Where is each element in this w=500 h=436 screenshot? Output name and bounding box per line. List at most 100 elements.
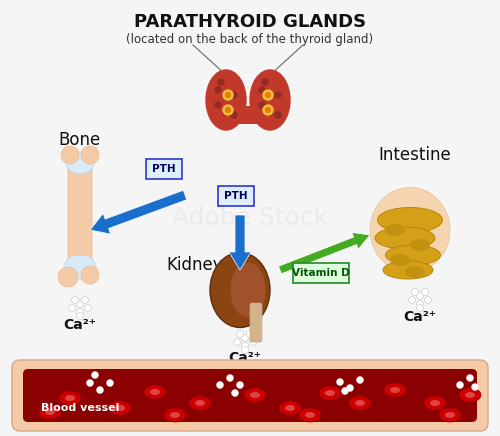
Circle shape (236, 330, 244, 337)
FancyBboxPatch shape (250, 303, 262, 342)
Ellipse shape (150, 389, 160, 395)
Circle shape (223, 105, 233, 115)
Circle shape (84, 304, 91, 311)
FancyBboxPatch shape (218, 186, 254, 206)
Ellipse shape (430, 400, 440, 406)
Circle shape (215, 87, 221, 93)
Text: PTH: PTH (152, 164, 176, 174)
Circle shape (61, 146, 79, 164)
Ellipse shape (64, 255, 96, 279)
Text: Adobe Stock: Adobe Stock (172, 206, 328, 230)
Circle shape (266, 92, 270, 98)
Circle shape (416, 293, 424, 300)
Circle shape (263, 105, 273, 115)
Text: Ca²⁺: Ca²⁺ (404, 310, 436, 324)
Ellipse shape (459, 388, 481, 402)
Ellipse shape (445, 412, 455, 418)
Circle shape (82, 296, 88, 303)
Ellipse shape (170, 412, 180, 418)
Ellipse shape (355, 400, 365, 406)
Ellipse shape (279, 401, 301, 415)
Circle shape (262, 79, 268, 85)
Circle shape (215, 102, 221, 108)
Circle shape (266, 108, 270, 112)
Ellipse shape (109, 401, 131, 415)
Ellipse shape (405, 266, 425, 278)
Circle shape (231, 112, 237, 118)
Text: Intestine: Intestine (378, 146, 452, 164)
Circle shape (250, 338, 256, 345)
Ellipse shape (384, 383, 406, 397)
Circle shape (346, 385, 354, 392)
Circle shape (81, 266, 99, 284)
Circle shape (86, 379, 94, 386)
Circle shape (223, 109, 229, 115)
Circle shape (263, 90, 273, 100)
Ellipse shape (115, 405, 125, 411)
Text: Ca²⁺: Ca²⁺ (64, 318, 96, 332)
Circle shape (226, 108, 230, 112)
Circle shape (231, 92, 237, 98)
Circle shape (246, 330, 254, 337)
FancyBboxPatch shape (12, 360, 488, 431)
Ellipse shape (206, 70, 246, 130)
Ellipse shape (465, 392, 475, 398)
Circle shape (336, 378, 344, 385)
Ellipse shape (325, 390, 335, 396)
Circle shape (72, 296, 78, 303)
Ellipse shape (424, 396, 446, 410)
Circle shape (242, 334, 248, 341)
Circle shape (408, 296, 416, 303)
FancyBboxPatch shape (68, 161, 92, 269)
Circle shape (259, 87, 265, 93)
Ellipse shape (305, 412, 315, 418)
Circle shape (58, 267, 78, 287)
Ellipse shape (144, 385, 166, 399)
Circle shape (259, 102, 265, 108)
Circle shape (96, 386, 103, 394)
Circle shape (466, 375, 473, 382)
Circle shape (216, 382, 224, 388)
Circle shape (267, 109, 273, 115)
Text: (located on the back of the thyroid gland): (located on the back of the thyroid glan… (126, 34, 374, 47)
Ellipse shape (319, 386, 341, 400)
FancyBboxPatch shape (293, 263, 349, 283)
Ellipse shape (59, 391, 81, 405)
FancyArrow shape (229, 215, 251, 270)
Ellipse shape (349, 396, 371, 410)
Ellipse shape (390, 387, 400, 393)
Ellipse shape (65, 395, 75, 401)
Circle shape (424, 296, 432, 303)
Ellipse shape (370, 187, 450, 272)
FancyArrow shape (90, 190, 186, 234)
Circle shape (472, 384, 478, 391)
Text: Vitamin D: Vitamin D (292, 268, 350, 278)
Ellipse shape (250, 392, 260, 398)
Text: Bone: Bone (59, 131, 101, 149)
Ellipse shape (299, 408, 321, 422)
Ellipse shape (378, 208, 442, 232)
Circle shape (356, 377, 364, 384)
Ellipse shape (66, 152, 94, 174)
Ellipse shape (230, 262, 266, 317)
Circle shape (422, 289, 428, 296)
Circle shape (416, 300, 424, 307)
Ellipse shape (410, 239, 430, 251)
Text: Ca²⁺: Ca²⁺ (228, 351, 262, 365)
Text: PARATHYROID GLANDS: PARATHYROID GLANDS (134, 13, 366, 31)
Circle shape (412, 289, 418, 296)
Circle shape (242, 343, 248, 350)
Circle shape (76, 300, 84, 307)
Circle shape (92, 371, 98, 378)
Circle shape (218, 79, 224, 85)
Ellipse shape (210, 252, 270, 327)
Ellipse shape (244, 388, 266, 402)
Ellipse shape (39, 405, 61, 419)
Circle shape (275, 92, 281, 98)
Ellipse shape (390, 254, 410, 266)
Circle shape (226, 92, 230, 98)
Circle shape (242, 347, 248, 354)
Ellipse shape (439, 408, 461, 422)
Circle shape (236, 382, 244, 388)
Circle shape (275, 112, 281, 118)
